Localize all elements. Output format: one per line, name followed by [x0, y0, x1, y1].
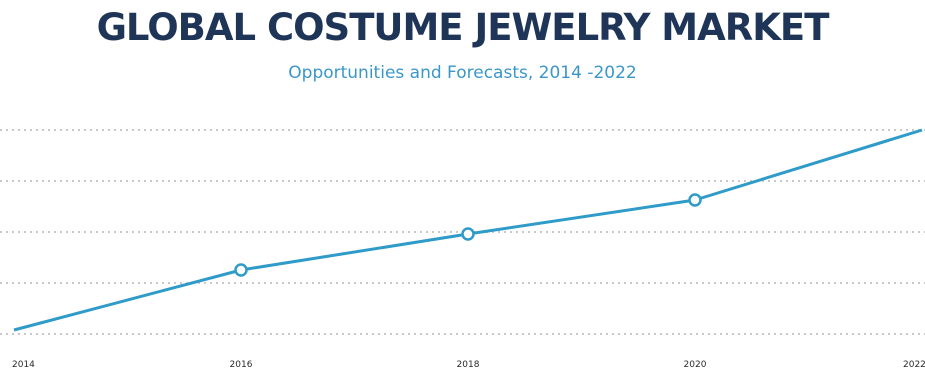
x-tick-label-2016: 2016: [230, 360, 253, 370]
x-axis-ticks: 2014 2016 2018 2020 2022: [12, 360, 925, 370]
data-point-2020: [688, 193, 702, 207]
data-point-2018: [461, 227, 475, 241]
x-tick-label-2014: 2014: [12, 360, 35, 370]
x-tick-label-2020: 2020: [684, 360, 707, 370]
x-tick-label-2022: 2022: [903, 360, 925, 370]
markers-group: [234, 193, 702, 277]
data-point-2016: [234, 263, 248, 277]
chart-title: GLOBAL COSTUME JEWELRY MARKET: [96, 6, 830, 49]
x-tick-label-2018: 2018: [457, 360, 480, 370]
chart-subtitle: Opportunities and Forecasts, 2014 -2022: [288, 63, 637, 83]
